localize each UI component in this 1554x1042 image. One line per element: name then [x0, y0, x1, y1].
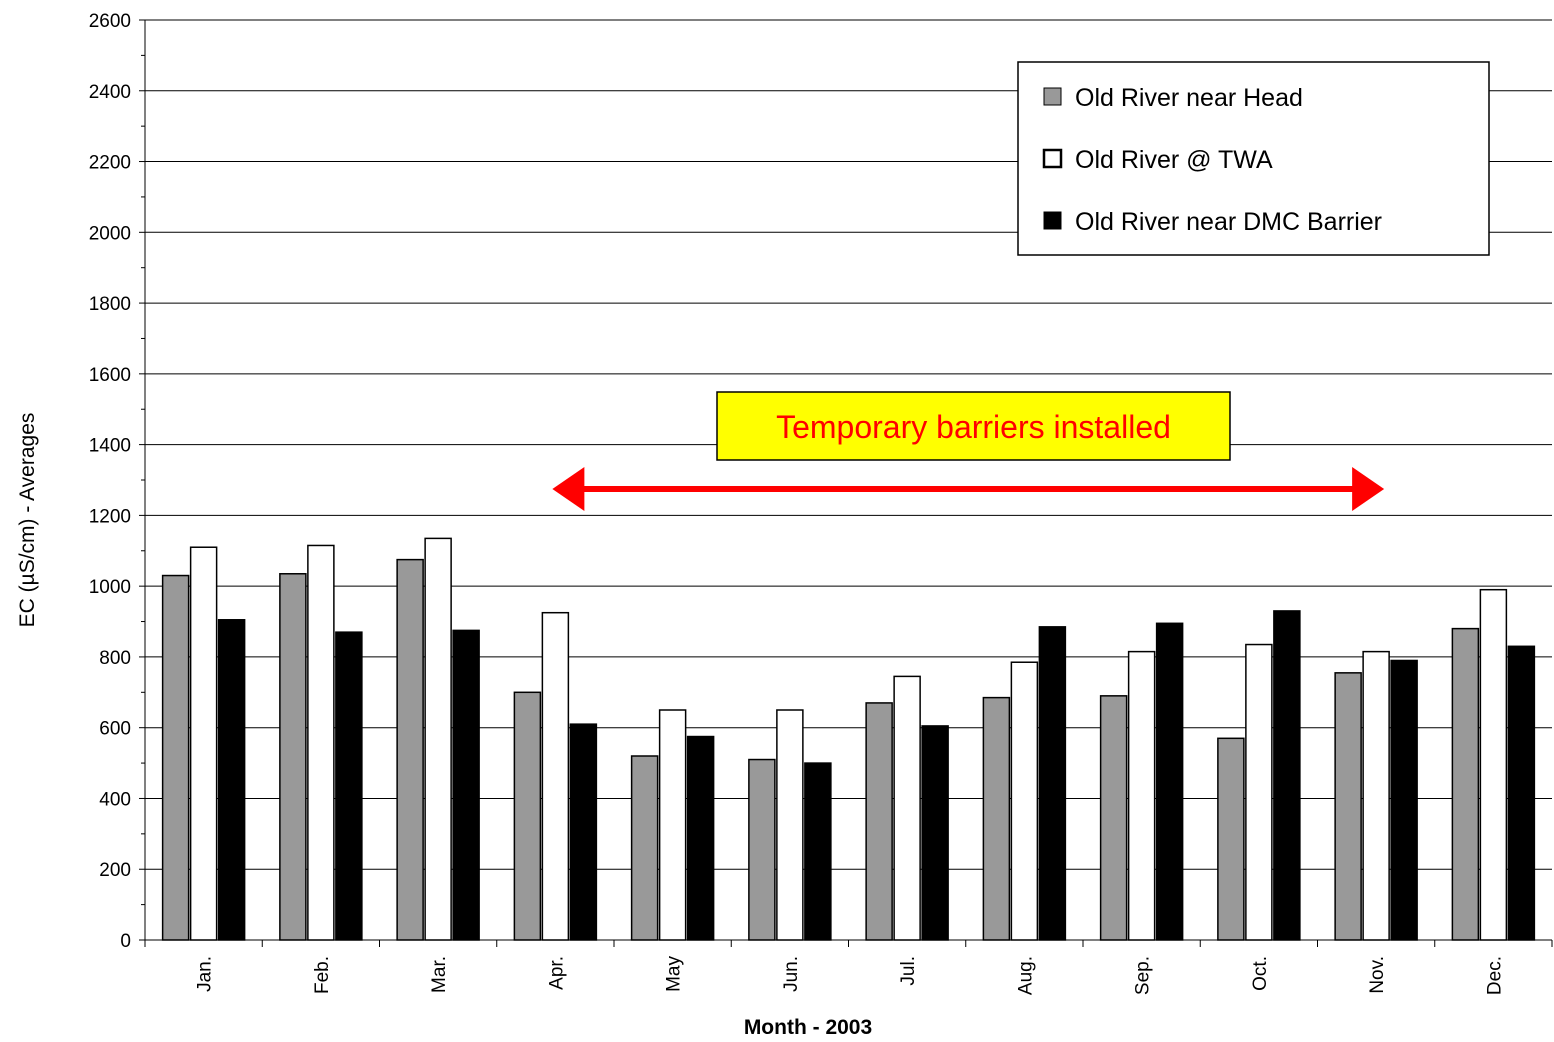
- x-axis-title: Month - 2003: [744, 1016, 872, 1039]
- bar-old-river-near-head-apr: [513, 691, 542, 941]
- legend-label: Old River near Head: [1075, 84, 1303, 112]
- y-tick-label: 200: [99, 860, 131, 881]
- bar-old-river-twa-oct: [1245, 643, 1273, 941]
- y-tick-label: 0: [120, 931, 131, 952]
- x-ticks: Jan. Feb. Mar. Apr. May Jun. Jul. Aug. Sep. Oct. N…: [144, 940, 1553, 995]
- bars: [161, 537, 1536, 941]
- x-tick-label: May: [664, 956, 685, 992]
- bar-old-river-twa-nov: [1362, 650, 1390, 941]
- annotation-text: Temporary barriers installed: [776, 409, 1171, 445]
- y-tick-label: 1200: [89, 506, 131, 527]
- y-tick-label: 800: [99, 648, 131, 669]
- bar-old-river-near-head-feb: [279, 573, 307, 941]
- legend-label: Old River @ TWA: [1075, 146, 1273, 174]
- bar-old-river-near-head-oct: [1217, 737, 1245, 941]
- x-tick-label: Aug.: [1015, 956, 1036, 995]
- bar-old-river-twa-jun: [776, 709, 804, 941]
- bar-old-river-near-dmc-barrier-jan: [217, 619, 246, 941]
- bar-old-river-near-dmc-barrier-feb: [335, 631, 363, 941]
- y-ticks: 0 200 400 600 800 1000 1200 1400 1600 1800 2000 220…: [89, 11, 145, 952]
- y-tick-label: 2000: [89, 223, 131, 244]
- bar-old-river-near-head-aug: [982, 696, 1011, 941]
- bar-old-river-near-dmc-barrier-oct: [1273, 610, 1301, 941]
- y-tick-label: 1600: [89, 365, 131, 386]
- y-tick-label: 1000: [89, 577, 131, 598]
- bar-old-river-twa-jul: [893, 675, 921, 941]
- bar-old-river-twa-may: [658, 709, 687, 941]
- annotation-arrow-left-head: [552, 467, 585, 511]
- y-axis-title: EC (µS/cm) - Averages: [16, 413, 39, 628]
- legend-swatch: [1042, 148, 1063, 169]
- x-tick-label: Oct.: [1250, 956, 1271, 991]
- bar-old-river-twa-sep: [1127, 650, 1156, 941]
- y-tick-label: 1800: [89, 294, 131, 315]
- bar-old-river-near-head-sep: [1099, 695, 1128, 941]
- y-tick-label: 600: [99, 719, 131, 740]
- x-tick-label: Sep.: [1133, 956, 1154, 995]
- bar-old-river-near-head-jul: [865, 702, 893, 941]
- x-tick-label: Jul.: [898, 956, 919, 986]
- bar-old-river-twa-feb: [307, 544, 335, 941]
- x-tick-label: Dec.: [1484, 956, 1505, 995]
- bar-old-river-twa-apr: [541, 611, 570, 941]
- legend-swatch: [1043, 211, 1062, 230]
- y-tick-label: 1400: [89, 436, 131, 457]
- legend-box: [1017, 61, 1490, 256]
- bar-old-river-near-dmc-barrier-jul: [921, 725, 949, 941]
- barrier-annotation: Temporary barriers installed: [552, 391, 1385, 511]
- x-tick-label: Apr.: [546, 956, 567, 990]
- bar-old-river-near-head-may: [630, 755, 659, 941]
- bar-old-river-near-dmc-barrier-aug: [1038, 626, 1067, 941]
- bar-old-river-near-head-jan: [161, 574, 190, 941]
- legend: Old River near Head Old River @ TWA Old Ri…: [1017, 61, 1490, 256]
- bar-old-river-near-dmc-barrier-nov: [1390, 659, 1418, 941]
- y-tick-label: 2200: [89, 153, 131, 174]
- bar-old-river-near-dmc-barrier-sep: [1155, 622, 1184, 941]
- bar-old-river-twa-mar: [424, 537, 452, 941]
- bar-old-river-near-dmc-barrier-apr: [569, 723, 598, 941]
- bar-old-river-near-dmc-barrier-dec: [1507, 645, 1536, 941]
- x-tick-label: Jun.: [781, 956, 802, 992]
- bar-old-river-near-head-mar: [396, 558, 424, 941]
- legend-label: Old River near DMC Barrier: [1075, 208, 1382, 236]
- bar-old-river-near-dmc-barrier-jun: [804, 762, 832, 941]
- y-tick-label: 400: [99, 789, 131, 810]
- x-tick-label: Feb.: [312, 956, 333, 994]
- bar-old-river-near-head-jun: [748, 758, 776, 941]
- legend-swatch: [1043, 87, 1062, 106]
- annotation-box: [716, 391, 1231, 461]
- x-tick-label: Jan.: [195, 956, 216, 992]
- bar-old-river-near-head-nov: [1334, 672, 1362, 941]
- bar-old-river-near-head-dec: [1451, 627, 1480, 941]
- x-tick-label: Mar.: [429, 956, 450, 993]
- bar-old-river-near-dmc-barrier-mar: [452, 629, 480, 941]
- bar-old-river-twa-dec: [1479, 588, 1508, 941]
- y-tick-label: 2600: [89, 11, 131, 32]
- annotation-arrow-right-head: [1352, 467, 1385, 511]
- bar-old-river-twa-jan: [189, 546, 218, 941]
- bar-old-river-near-dmc-barrier-may: [686, 735, 715, 941]
- y-tick-label: 2400: [89, 82, 131, 103]
- bar-old-river-twa-aug: [1010, 661, 1039, 941]
- x-tick-label: Nov.: [1367, 956, 1388, 994]
